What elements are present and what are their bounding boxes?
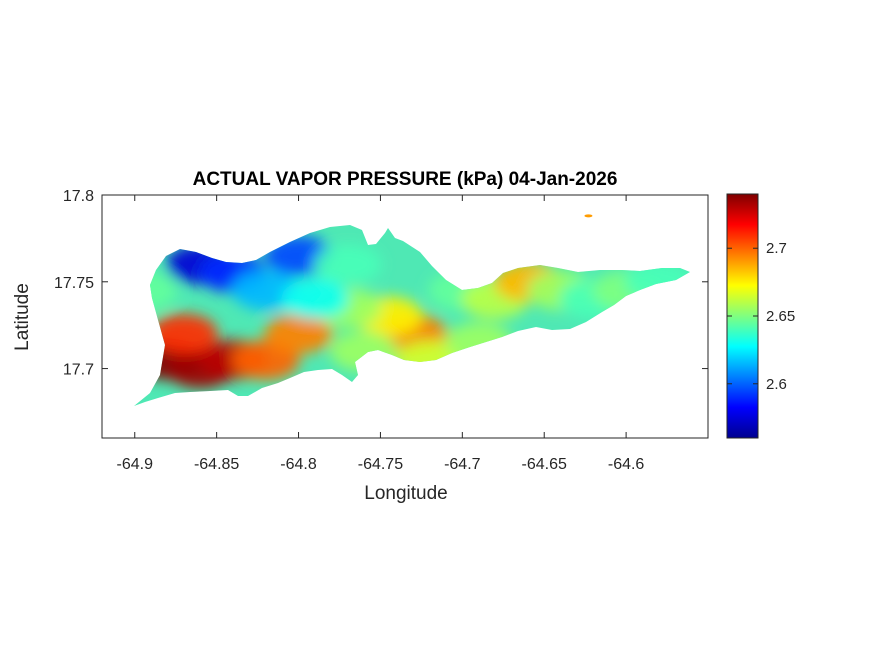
heatmap-blob	[149, 313, 218, 354]
x-tick-label: -64.7	[444, 456, 481, 473]
colorbar-ticks: 2.7 2.65 2.6	[727, 240, 795, 393]
y-tick-label: 17.8	[63, 188, 94, 205]
colorbar-tick-label: 2.6	[766, 376, 787, 393]
y-axis-ticks: 17.8 17.75 17.7	[54, 188, 708, 379]
x-tick-label: -64.75	[358, 456, 403, 473]
chart-title: ACTUAL VAPOR PRESSURE (kPa) 04-Jan-2026	[193, 169, 618, 190]
y-axis-label: Latitude	[12, 283, 33, 351]
colorbar-tick-label: 2.7	[766, 240, 787, 257]
y-tick-label: 17.75	[54, 275, 94, 292]
heatmap-blob	[313, 244, 382, 285]
x-tick-label: -64.9	[117, 456, 154, 473]
x-tick-label: -64.8	[280, 456, 317, 473]
heatmap-blob	[280, 279, 349, 320]
islet-layer	[584, 214, 593, 218]
x-axis-ticks: -64.9 -64.85 -64.8 -64.75 -64.7 -64.65 -64.6	[117, 195, 645, 473]
islet-point	[584, 214, 593, 218]
colorbar-tick-label: 2.65	[766, 308, 795, 325]
x-tick-label: -64.6	[608, 456, 645, 473]
heatmap-blob	[264, 313, 333, 354]
x-tick-label: -64.65	[522, 456, 567, 473]
colorbar: 2.7 2.65 2.6	[726, 193, 795, 439]
x-tick-label: -64.85	[194, 456, 239, 473]
x-axis-label: Longitude	[364, 483, 447, 504]
y-tick-label: 17.7	[63, 362, 94, 379]
